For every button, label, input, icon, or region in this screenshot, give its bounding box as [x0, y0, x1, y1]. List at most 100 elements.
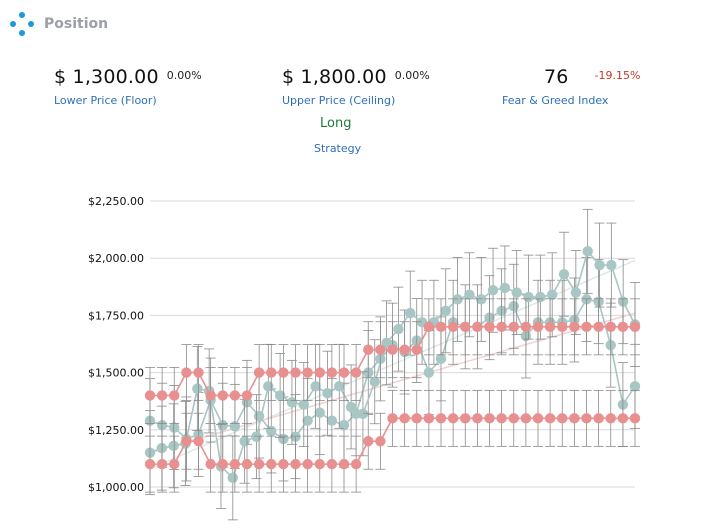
data-point — [460, 321, 471, 333]
data-point — [266, 425, 277, 437]
data-point — [334, 381, 345, 392]
data-point — [326, 458, 338, 470]
data-point — [266, 458, 277, 470]
data-point — [253, 458, 265, 470]
y-tick-label: $1,250.00 — [88, 424, 144, 437]
data-point — [487, 285, 499, 296]
data-point — [569, 321, 580, 333]
data-point — [605, 321, 616, 333]
data-point — [217, 458, 228, 470]
data-point — [193, 367, 204, 378]
data-point — [472, 413, 483, 424]
data-point — [435, 413, 447, 424]
y-tick-label: $1,000.00 — [88, 481, 144, 494]
data-point — [423, 367, 435, 378]
data-point — [617, 321, 629, 333]
data-point — [181, 436, 192, 447]
data-point — [229, 390, 241, 401]
data-point — [440, 305, 451, 317]
header: Position — [10, 10, 108, 38]
data-point — [169, 458, 180, 470]
data-point — [251, 431, 262, 442]
data-point — [302, 367, 313, 378]
data-point — [217, 390, 228, 401]
upper-price-change: 0.00% — [394, 69, 430, 82]
data-point — [363, 344, 374, 355]
upper-price-label[interactable]: Upper Price (Ceiling) — [282, 94, 396, 107]
data-point — [520, 413, 532, 424]
data-point — [476, 294, 487, 305]
data-point — [217, 420, 228, 431]
data-point — [290, 458, 301, 470]
data-point — [484, 321, 495, 333]
data-point — [532, 321, 544, 333]
data-point — [169, 422, 180, 433]
data-point — [593, 413, 604, 424]
data-point — [423, 413, 435, 424]
data-point — [484, 413, 495, 424]
data-point — [278, 458, 289, 470]
data-point — [241, 390, 253, 401]
data-point — [338, 367, 350, 378]
data-point — [558, 269, 570, 280]
data-point — [144, 458, 156, 470]
data-point — [423, 321, 435, 333]
data-point — [593, 321, 604, 333]
data-point — [557, 321, 568, 333]
data-point — [447, 413, 459, 424]
data-point — [535, 291, 546, 303]
data-point — [350, 458, 362, 470]
data-point — [544, 413, 556, 424]
upper-price-value: $ 1,800.00 — [282, 66, 387, 88]
data-point — [523, 291, 534, 303]
data-point — [472, 321, 483, 333]
data-point — [508, 413, 519, 424]
data-point — [496, 321, 507, 333]
data-point — [263, 381, 274, 392]
data-point — [387, 344, 398, 355]
strategy-value: Long — [320, 116, 352, 131]
data-point — [460, 413, 471, 424]
data-point — [375, 436, 386, 447]
page-title: Position — [44, 16, 109, 32]
data-point — [557, 413, 568, 424]
strategy-label[interactable]: Strategy — [314, 142, 362, 155]
data-point — [310, 381, 321, 392]
data-point — [606, 259, 617, 271]
y-tick-label: $1,750.00 — [88, 309, 144, 322]
data-point — [581, 321, 592, 333]
data-point — [314, 407, 325, 418]
data-point — [253, 367, 265, 378]
lower-price-value: $ 1,300.00 — [54, 66, 159, 88]
data-point — [322, 387, 333, 399]
data-point — [193, 436, 204, 447]
data-point — [375, 344, 386, 355]
data-point — [435, 353, 447, 365]
data-point — [435, 321, 447, 333]
data-point — [532, 413, 544, 424]
data-point — [338, 458, 350, 470]
fear-greed-label[interactable]: Fear & Greed Index — [502, 94, 609, 107]
data-point — [168, 440, 179, 452]
data-point — [192, 383, 203, 394]
data-point — [274, 390, 286, 401]
data-point — [594, 259, 605, 271]
data-point — [156, 390, 168, 401]
data-point — [314, 367, 325, 378]
data-point — [581, 413, 592, 424]
data-point — [326, 367, 338, 378]
data-point — [393, 323, 404, 335]
fear-greed-metric: 76 -19.15% Fear & Greed Index — [502, 66, 641, 107]
data-point — [499, 282, 511, 294]
data-point — [399, 413, 410, 424]
y-tick-label: $1,500.00 — [88, 367, 144, 380]
data-point — [546, 289, 558, 301]
lower-price-label[interactable]: Lower Price (Floor) — [54, 94, 157, 107]
data-point — [452, 294, 463, 305]
data-point — [544, 321, 556, 333]
data-point — [411, 413, 422, 424]
data-point — [314, 458, 325, 470]
data-point — [326, 415, 338, 426]
chart-series — [144, 208, 641, 521]
